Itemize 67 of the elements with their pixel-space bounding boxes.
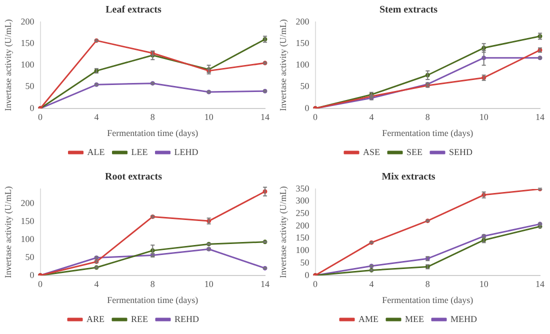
y-tick-label: 0 bbox=[304, 102, 310, 113]
legend-label: REE bbox=[131, 314, 148, 324]
y-tick-label: 100 bbox=[20, 60, 35, 70]
chart-title: Stem extracts bbox=[379, 4, 438, 16]
y-tick-label: 150 bbox=[20, 38, 35, 48]
x-tick-label: 8 bbox=[150, 112, 156, 122]
y-axis-title: Invertase activity (U/mL) bbox=[278, 19, 288, 112]
legend-label: SEHD bbox=[449, 146, 474, 157]
x-tick-label: 0 bbox=[38, 112, 44, 122]
x-axis-title: Fermentation time (days) bbox=[382, 128, 474, 138]
y-tick-label: 200 bbox=[296, 16, 310, 26]
x-axis-title: Fermentation time (days) bbox=[107, 294, 198, 305]
y-axis-title: Invertase activity (U/mL) bbox=[2, 19, 13, 112]
y-tick-label: 100 bbox=[296, 245, 310, 256]
x-tick-label: 10 bbox=[204, 279, 214, 290]
x-tick-label: 14 bbox=[536, 279, 545, 290]
legend-label: MEE bbox=[405, 314, 424, 324]
x-tick-label: 8 bbox=[150, 279, 156, 290]
x-tick-label: 4 bbox=[94, 112, 100, 122]
x-tick-label: 0 bbox=[313, 279, 318, 290]
x-tick-label: 8 bbox=[425, 112, 430, 122]
x-tick-label: 14 bbox=[260, 279, 270, 290]
x-tick-label: 0 bbox=[313, 112, 318, 122]
x-tick-label: 10 bbox=[479, 279, 489, 290]
y-tick-label: 0 bbox=[30, 102, 35, 113]
y-tick-label: 100 bbox=[296, 60, 310, 70]
y-tick-label: 200 bbox=[296, 220, 310, 230]
x-tick-label: 4 bbox=[94, 279, 100, 290]
y-tick-label: 250 bbox=[296, 208, 310, 218]
legend-label: MEHD bbox=[450, 314, 478, 324]
chart-title: Leaf extracts bbox=[106, 4, 162, 16]
legend-label: AME bbox=[358, 314, 380, 324]
x-tick-label: 10 bbox=[204, 112, 214, 122]
y-tick-label: 300 bbox=[296, 196, 310, 206]
y-tick-label: 150 bbox=[20, 216, 35, 226]
y-tick-label: 150 bbox=[296, 232, 310, 243]
x-tick-label: 4 bbox=[369, 279, 374, 290]
x-tick-label: 0 bbox=[38, 279, 44, 290]
y-tick-label: 0 bbox=[30, 270, 35, 280]
x-axis-title: Fermentation time (days) bbox=[107, 128, 198, 138]
legend-label: ALE bbox=[87, 146, 106, 157]
legend-label: ASE bbox=[363, 146, 380, 157]
x-tick-label: 10 bbox=[479, 112, 489, 122]
x-tick-label: 4 bbox=[369, 112, 374, 122]
legend-label: LEE bbox=[131, 146, 148, 157]
y-tick-label: 50 bbox=[25, 81, 35, 92]
legend-label: SEE bbox=[406, 146, 424, 157]
y-tick-label: 50 bbox=[25, 252, 35, 262]
x-tick-label: 8 bbox=[425, 279, 430, 290]
legend-label: REHD bbox=[174, 314, 200, 324]
chart-title: Mix extracts bbox=[382, 172, 436, 183]
y-tick-label: 150 bbox=[296, 38, 310, 48]
y-tick-label: 100 bbox=[20, 234, 35, 244]
x-tick-label: 14 bbox=[536, 112, 545, 122]
y-tick-label: 0 bbox=[304, 270, 310, 280]
x-tick-label: 14 bbox=[260, 112, 270, 122]
y-tick-label: 350 bbox=[296, 183, 310, 194]
y-axis-title: Invertase activity (U/mL) bbox=[278, 186, 288, 278]
chart-title: Root extracts bbox=[105, 172, 162, 183]
legend-label: ARE bbox=[86, 314, 106, 324]
x-axis-title: Fermentation time (days) bbox=[382, 294, 474, 305]
y-axis-title: Invertase activity (U/mL) bbox=[2, 186, 13, 278]
y-tick-label: 200 bbox=[20, 198, 35, 208]
y-tick-label: 50 bbox=[300, 81, 310, 92]
y-tick-label: 200 bbox=[20, 16, 35, 26]
legend-label: LEHD bbox=[174, 146, 199, 157]
y-tick-label: 50 bbox=[300, 257, 310, 268]
